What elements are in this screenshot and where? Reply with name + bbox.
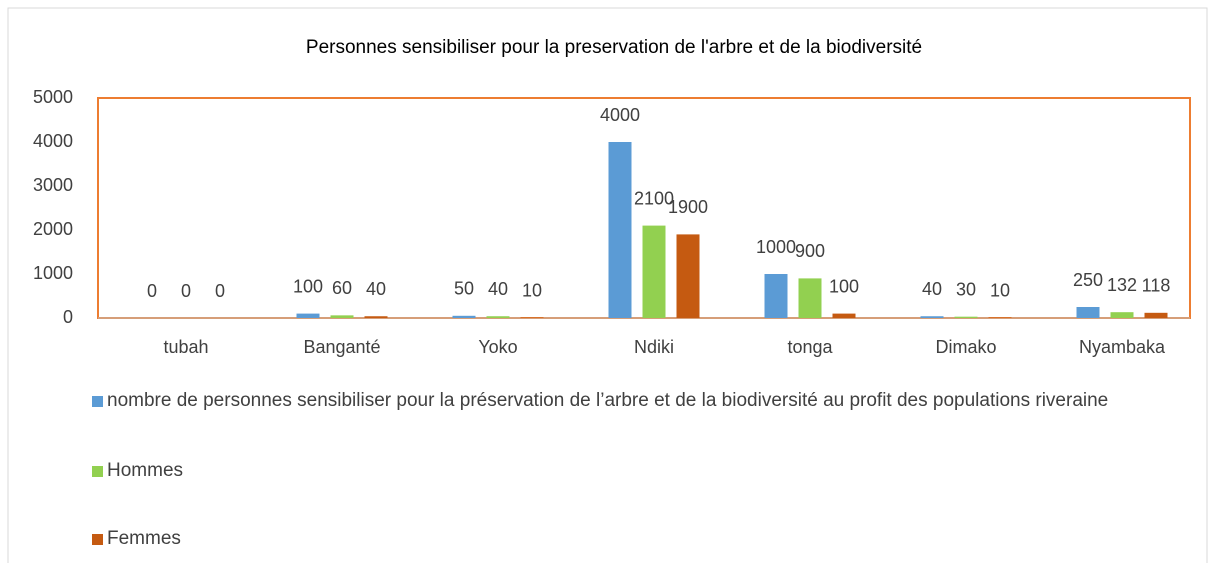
legend-label: nombre de personnes sensibiliser pour la… bbox=[107, 390, 1109, 411]
data-label: 40 bbox=[488, 279, 508, 299]
chart-border bbox=[7, 7, 1208, 563]
bar bbox=[1110, 312, 1134, 318]
x-tick-label: Nyambaka bbox=[1079, 337, 1166, 357]
legend-label: Femmes bbox=[107, 528, 181, 549]
y-tick-label: 4000 bbox=[33, 131, 73, 151]
x-tick-label: Ndiki bbox=[634, 337, 674, 357]
data-label: 0 bbox=[181, 281, 191, 301]
data-label: 10 bbox=[522, 280, 542, 300]
bar bbox=[920, 316, 944, 318]
bar bbox=[764, 274, 788, 318]
data-label: 2100 bbox=[634, 188, 674, 208]
bar bbox=[296, 313, 320, 318]
x-tick-label: Yoko bbox=[478, 337, 517, 357]
data-label: 10 bbox=[990, 280, 1010, 300]
data-label: 118 bbox=[1142, 276, 1171, 296]
legend-item: nombre de personnes sensibiliser pour la… bbox=[92, 388, 1172, 414]
y-tick-label: 2000 bbox=[33, 219, 73, 239]
legend-item: Femmes bbox=[92, 526, 1172, 552]
data-label: 100 bbox=[293, 276, 323, 296]
y-tick-label: 1000 bbox=[33, 263, 73, 283]
data-label: 40 bbox=[366, 279, 386, 299]
bar bbox=[954, 316, 978, 318]
legend-item: Hommes bbox=[92, 458, 1172, 484]
legend-swatch bbox=[92, 466, 103, 477]
y-tick-label: 5000 bbox=[33, 87, 73, 107]
data-label: 4000 bbox=[600, 105, 640, 125]
legend-swatch bbox=[92, 396, 103, 407]
bar bbox=[832, 313, 856, 318]
y-tick-label: 0 bbox=[63, 307, 73, 327]
data-label: 250 bbox=[1073, 270, 1103, 290]
data-label: 132 bbox=[1107, 275, 1137, 295]
bar bbox=[642, 225, 666, 318]
chart-title: Personnes sensibiliser pour la preservat… bbox=[306, 37, 922, 58]
legend-label: Hommes bbox=[107, 460, 184, 481]
bar bbox=[364, 316, 388, 318]
legend-swatch bbox=[92, 534, 103, 545]
x-tick-label: Banganté bbox=[303, 337, 380, 357]
bar bbox=[798, 278, 822, 318]
data-label: 1900 bbox=[668, 197, 708, 217]
data-label: 0 bbox=[215, 281, 225, 301]
bar bbox=[330, 315, 354, 318]
bar bbox=[1144, 312, 1168, 318]
data-label: 30 bbox=[956, 279, 976, 299]
data-label: 1000 bbox=[756, 237, 796, 257]
bar bbox=[452, 315, 476, 318]
y-tick-label: 3000 bbox=[33, 175, 73, 195]
data-label: 40 bbox=[922, 279, 942, 299]
data-label: 50 bbox=[454, 279, 474, 299]
x-tick-label: Dimako bbox=[935, 337, 996, 357]
bar bbox=[486, 316, 510, 318]
x-tick-label: tonga bbox=[787, 337, 833, 357]
data-label: 900 bbox=[795, 241, 825, 261]
bar bbox=[1076, 307, 1100, 318]
data-label: 100 bbox=[829, 276, 859, 296]
data-label: 0 bbox=[147, 281, 157, 301]
x-tick-label: tubah bbox=[163, 337, 208, 357]
bar bbox=[608, 142, 632, 318]
bar bbox=[676, 234, 700, 318]
data-label: 60 bbox=[332, 278, 352, 298]
